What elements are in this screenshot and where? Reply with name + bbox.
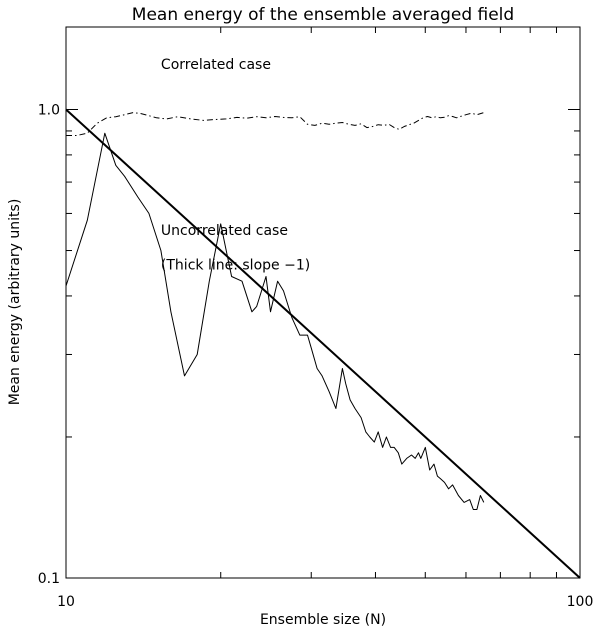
y-tick-label: 0.1 — [38, 571, 60, 587]
annotation-2: (Thick line: slope −1) — [161, 258, 310, 274]
annotation-1: Uncorrelated case — [161, 223, 288, 239]
x-axis-label: Ensemble size (N) — [260, 612, 386, 628]
chart-title: Mean energy of the ensemble averaged fie… — [132, 5, 514, 25]
series-line-uncorrelated — [65, 132, 485, 510]
plot-frame — [65, 26, 581, 579]
y-axis-label: Mean energy (arbitrary units) — [7, 199, 23, 406]
x-tick-label: 10 — [57, 594, 75, 610]
axis-tick-labels: 10 100 0.1 1.0 — [38, 102, 594, 610]
y-tick-label: 1.0 — [38, 102, 60, 118]
x-tick-label: 100 — [567, 594, 594, 610]
series-line-slope-minus-one — [65, 108, 581, 579]
series-layer — [65, 108, 581, 579]
annotation-0: Correlated case — [161, 57, 271, 73]
series-line-correlated — [66, 112, 484, 136]
axis-ticks — [65, 27, 581, 579]
annotation-layer: Correlated case Uncorrelated case (Thick l… — [161, 57, 310, 274]
